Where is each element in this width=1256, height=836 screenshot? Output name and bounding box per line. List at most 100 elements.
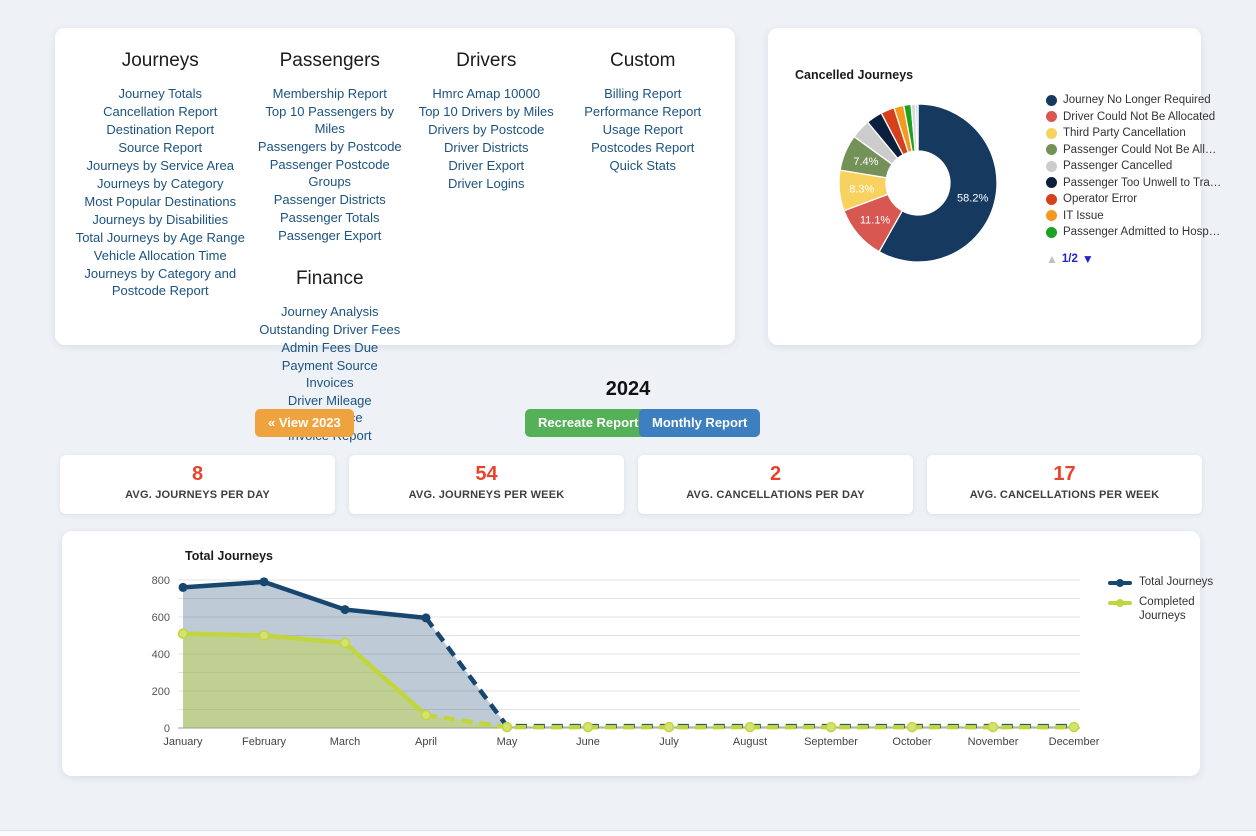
stat-card: 54 AVG. JOURNEYS PER WEEK: [349, 455, 624, 514]
donut-slice: [914, 103, 919, 152]
report-link[interactable]: Driver Districts: [444, 140, 529, 155]
report-group: Custom Billing Report Performance Report Us…: [571, 50, 716, 174]
report-link[interactable]: Performance Report: [584, 104, 702, 119]
legend-item-label: Driver Could Not Be Allocated: [1063, 110, 1216, 123]
report-link[interactable]: Hmrc Amap 10000: [432, 86, 541, 101]
legend-swatch-icon: [1046, 177, 1057, 189]
report-link[interactable]: Journeys by Service Area: [86, 158, 234, 173]
report-link[interactable]: Quick Stats: [609, 158, 676, 173]
donut-slice-label: 11.1%: [860, 215, 891, 227]
x-axis-month-label: June: [576, 736, 600, 748]
legend-item-label: Passenger Too Unwell to Tra…: [1063, 176, 1222, 189]
report-link[interactable]: Driver Export: [448, 158, 525, 173]
legend-item-label: Passenger Admitted to Hosp…: [1063, 226, 1221, 239]
legend-item-label: Passenger Could Not Be All…: [1063, 143, 1217, 156]
report-link[interactable]: Top 10 Drivers by Miles: [418, 104, 554, 119]
series-line-solid: [182, 631, 428, 717]
report-group-title: Finance: [295, 268, 364, 289]
report-link[interactable]: Journeys by Category: [97, 176, 224, 191]
report-link[interactable]: Passenger Export: [278, 228, 382, 243]
trend-legend-item: Total Journeys: [1108, 575, 1217, 589]
legend-item: Passenger Cancelled: [1046, 158, 1221, 175]
data-point-marker: [1068, 721, 1080, 733]
legend-page-down-icon[interactable]: ▼: [1081, 252, 1094, 266]
report-column: Drivers Hmrc Amap 10000 Top 10 Drivers by …: [408, 50, 565, 345]
data-point-marker: [258, 630, 270, 641]
report-link[interactable]: Passenger Postcode Groups: [269, 157, 390, 189]
legend-item-label: Passenger Cancelled: [1063, 160, 1173, 173]
report-link[interactable]: Membership Report: [272, 86, 387, 101]
legend-swatch-icon: [1046, 127, 1057, 139]
data-point-marker: [501, 721, 513, 733]
report-group-title: Drivers: [456, 50, 517, 71]
report-link[interactable]: Journey Analysis: [280, 304, 379, 319]
monthly-report-button[interactable]: Monthly Report: [639, 409, 761, 437]
report-link[interactable]: Journeys by Category and Postcode Report: [84, 266, 237, 298]
report-link[interactable]: Drivers by Postcode: [428, 122, 545, 137]
legend-page-up-icon[interactable]: ▲: [1046, 252, 1058, 266]
data-point-marker: [420, 709, 432, 721]
data-point-marker: [259, 577, 269, 587]
legend-item: Third Party Cancellation: [1046, 125, 1221, 142]
report-link[interactable]: Admin Fees Due: [281, 340, 379, 355]
legend-pager: ▲ 1/2 ▼: [1046, 252, 1094, 266]
report-group: Drivers Hmrc Amap 10000 Top 10 Drivers by …: [414, 50, 559, 192]
report-link[interactable]: Billing Report: [604, 86, 682, 101]
y-axis-tick-label: 400: [152, 649, 170, 661]
trend-legend: Total Journeys Completed Journeys: [1108, 575, 1217, 629]
report-link[interactable]: Cancellation Report: [103, 104, 218, 119]
x-axis-month-label: October: [892, 736, 931, 748]
report-link[interactable]: Vehicle Allocation Time: [93, 248, 227, 263]
report-link[interactable]: Most Popular Destinations: [84, 194, 237, 209]
x-axis-month-label: February: [242, 736, 287, 748]
legend-item: IT Issue: [1046, 208, 1221, 225]
report-link[interactable]: Journey Totals: [118, 86, 203, 101]
legend-item: Journey No Longer Required: [1046, 92, 1221, 109]
legend-swatch-icon: [1046, 94, 1057, 106]
data-point-marker: [582, 721, 594, 733]
report-link[interactable]: Postcodes Report: [591, 140, 695, 155]
report-link[interactable]: Outstanding Driver Fees: [259, 322, 401, 337]
stat-label: AVG. JOURNEYS PER WEEK: [408, 489, 565, 501]
report-link[interactable]: Payment Source Invoices: [281, 358, 378, 390]
cancelled-journeys-title: Cancelled Journeys: [795, 68, 914, 82]
legend-item-label: Journey No Longer Required: [1063, 94, 1211, 107]
report-link[interactable]: Passenger Totals: [280, 210, 380, 225]
report-column: Passengers Membership Report Top 10 Passen…: [252, 50, 409, 443]
x-axis-month-label: August: [733, 736, 767, 748]
report-link[interactable]: Total Journeys by Age Range: [75, 230, 245, 245]
report-group-title: Journeys: [121, 50, 199, 71]
total-journeys-card: Total Journeys 0 200 400 600 800 January Febru…: [62, 531, 1213, 776]
donut-slice-label: 58.2%: [957, 192, 988, 204]
report-link[interactable]: Passengers by Postcode: [257, 139, 402, 154]
legend-item-label: IT Issue: [1063, 209, 1104, 222]
x-axis-month-label: July: [659, 736, 679, 748]
report-group: Journeys Journey Totals Cancellation Repor…: [75, 50, 246, 299]
data-point-marker: [339, 637, 351, 649]
recreate-report-button[interactable]: Recreate Report: [525, 409, 652, 437]
stat-value: 8: [191, 463, 204, 485]
stat-value: 54: [475, 463, 498, 485]
report-link[interactable]: Usage Report: [602, 122, 683, 137]
view-previous-year-button[interactable]: « View 2023: [255, 409, 354, 437]
report-column: Journeys Journey Totals Cancellation Repor…: [69, 50, 252, 345]
series-area: [183, 633, 1074, 728]
trend-legend-label: Total Journeys: [1139, 576, 1214, 588]
x-axis-month-label: April: [415, 736, 437, 748]
legend-swatch-icon: [1046, 226, 1057, 238]
total-journeys-chart: 0 200 400 600 800 January February March April Ma…: [152, 575, 1100, 748]
legend-item: Driver Could Not Be Allocated: [1046, 109, 1221, 126]
report-link[interactable]: Journeys by Disabilities: [92, 212, 229, 227]
legend-swatch-icon: [1046, 160, 1057, 172]
report-link[interactable]: Passenger Districts: [273, 192, 386, 207]
report-link[interactable]: Destination Report: [106, 122, 215, 137]
report-group-title: Custom: [610, 50, 676, 71]
x-axis-month-label: March: [330, 736, 361, 748]
legend-item: Passenger Admitted to Hosp…: [1046, 224, 1221, 241]
legend-swatch-icon: [1046, 144, 1057, 156]
legend-item: Operator Error: [1046, 191, 1221, 208]
data-point-marker: [421, 613, 431, 623]
report-link[interactable]: Driver Logins: [447, 176, 525, 191]
report-link[interactable]: Top 10 Passengers by Miles: [265, 104, 395, 136]
report-link[interactable]: Source Report: [118, 140, 203, 155]
